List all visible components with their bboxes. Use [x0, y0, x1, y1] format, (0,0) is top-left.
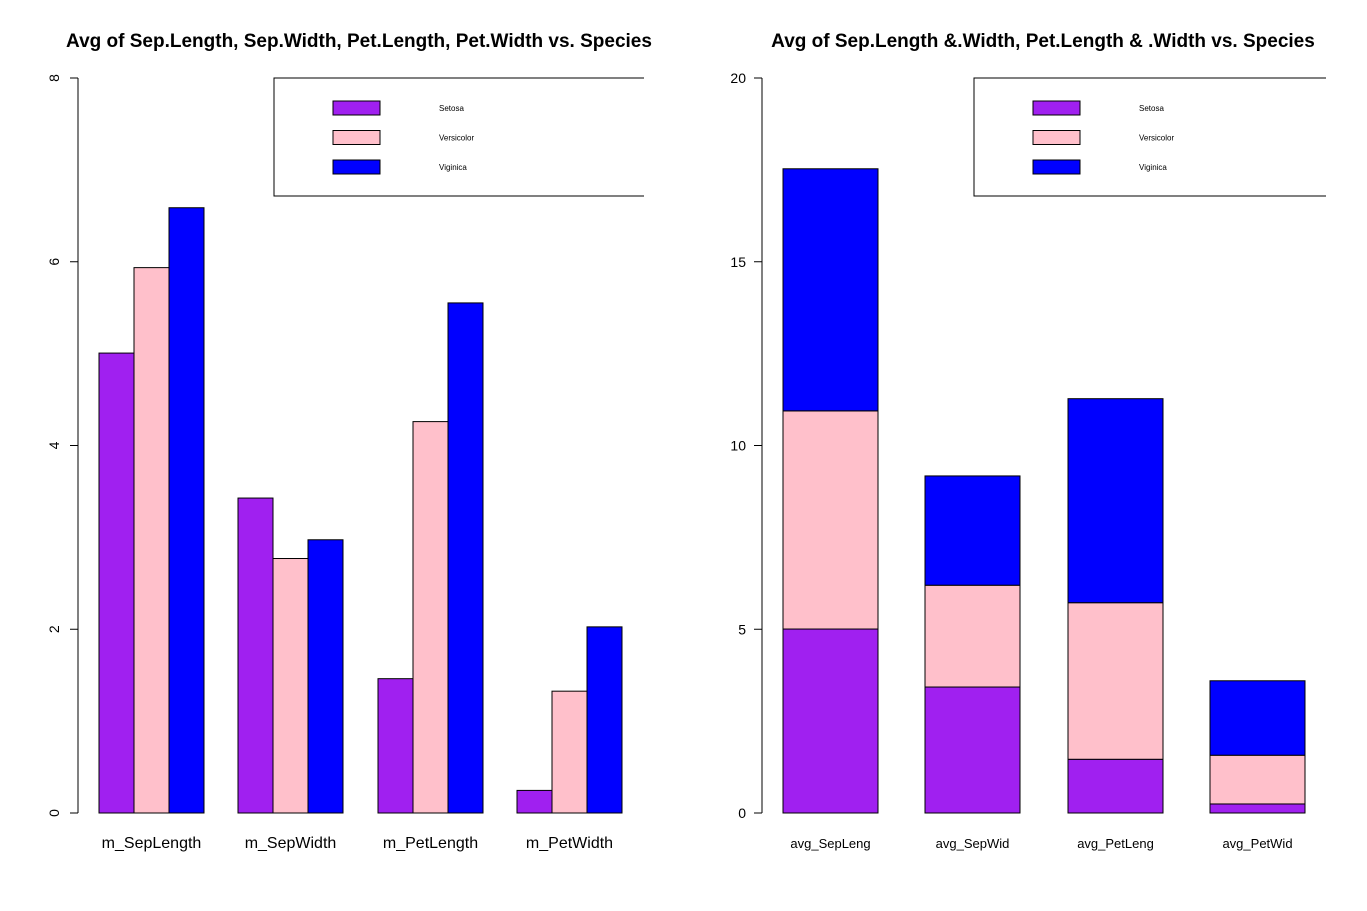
bar-segment-viginica-avg_petwid [1209, 680, 1306, 756]
legend-swatch-setosa [332, 100, 381, 116]
y-tick-label: 8 [46, 74, 62, 82]
y-tick-label: 20 [730, 70, 746, 86]
legend: Setosa Versicolor Viginica [973, 77, 1326, 197]
legend-swatch-setosa [1032, 100, 1081, 116]
y-tick-label: 0 [738, 805, 746, 821]
bar-setosa-m_sepwidth [237, 497, 274, 814]
legend-label-setosa: Setosa [439, 104, 464, 113]
legend-box [273, 77, 644, 197]
y-tick-label: 15 [730, 254, 746, 270]
bar-versicolor-m_seplength [133, 267, 170, 814]
bar-segment-versicolor-avg_sepwid [924, 584, 1021, 688]
bar-versicolor-m_petlength [412, 421, 449, 814]
chart-panel-2: Avg of Sep.Length &.Width, Pet.Length & … [730, 31, 1326, 851]
y-tick-label: 5 [738, 621, 746, 637]
legend-swatch-viginica [332, 159, 381, 175]
x-category-label: avg_PetWid [1222, 836, 1292, 851]
bar-segment-setosa-avg_sepleng [782, 628, 879, 814]
bar-segment-setosa-avg_petleng [1067, 758, 1164, 814]
y-tick-label: 4 [46, 441, 62, 449]
chart-panel-1: Avg of Sep.Length, Sep.Width, Pet.Length… [46, 31, 652, 852]
y-tick-label: 10 [730, 438, 746, 454]
y-tick-label: 6 [46, 258, 62, 266]
bar-viginica-m_seplength [168, 207, 205, 814]
legend-label-setosa: Setosa [1139, 104, 1164, 113]
legend-swatch-viginica [1032, 159, 1081, 175]
legend-box [973, 77, 1326, 197]
x-category-label: m_PetWidth [526, 835, 613, 852]
bar-segment-setosa-avg_petwid [1209, 803, 1306, 814]
bar-segment-versicolor-avg_sepleng [782, 410, 879, 630]
bar-segment-setosa-avg_sepwid [924, 686, 1021, 814]
bar-viginica-m_sepwidth [307, 539, 344, 814]
x-category-label: m_SepLength [102, 835, 202, 852]
bar-segment-versicolor-avg_petleng [1067, 602, 1164, 760]
bar-setosa-m_petwidth [516, 789, 553, 814]
x-category-label: m_PetLength [383, 835, 478, 852]
legend-label-viginica: Viginica [1139, 163, 1167, 172]
bar-segment-versicolor-avg_petwid [1209, 754, 1306, 805]
bar-segment-viginica-avg_petleng [1067, 398, 1164, 604]
x-category-label: avg_PetLeng [1077, 836, 1154, 851]
bar-setosa-m_petlength [377, 678, 414, 814]
legend-label-versicolor: Versicolor [1139, 134, 1174, 143]
legend-swatch-versicolor [332, 130, 381, 145]
chart-title: Avg of Sep.Length &.Width, Pet.Length & … [771, 31, 1315, 52]
legend: Setosa Versicolor Viginica [273, 77, 644, 197]
x-category-label: avg_SepWid [936, 836, 1010, 851]
legend-label-viginica: Viginica [439, 163, 467, 172]
y-tick-label: 0 [46, 809, 62, 817]
bar-setosa-m_seplength [98, 352, 135, 814]
x-category-label: avg_SepLeng [790, 836, 870, 851]
bar-segment-viginica-avg_sepwid [924, 475, 1021, 586]
bar-versicolor-m_petwidth [551, 690, 588, 814]
chart-title: Avg of Sep.Length, Sep.Width, Pet.Length… [66, 31, 652, 52]
y-tick-label: 2 [46, 625, 62, 633]
bar-segment-viginica-avg_sepleng [782, 168, 879, 412]
bar-viginica-m_petwidth [586, 626, 623, 814]
legend-swatch-versicolor [1032, 130, 1081, 145]
legend-label-versicolor: Versicolor [439, 134, 474, 143]
bar-versicolor-m_sepwidth [272, 558, 309, 814]
x-category-label: m_SepWidth [245, 835, 337, 852]
bar-viginica-m_petlength [447, 302, 484, 814]
